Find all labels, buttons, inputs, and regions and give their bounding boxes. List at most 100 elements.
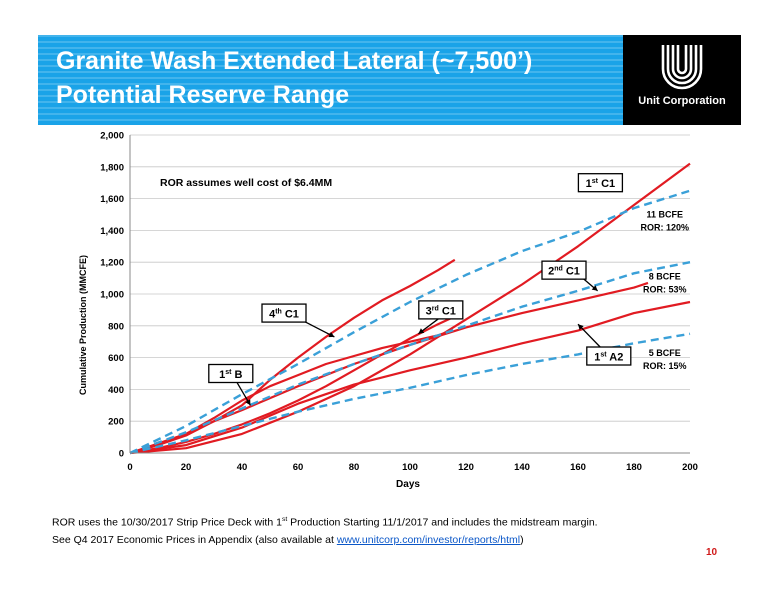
callout-label-sup: nd <box>554 266 563 273</box>
callout-label: 1st C1 <box>586 178 615 190</box>
callout-label: 3rd C1 <box>426 305 456 317</box>
logo-text: Unit Corporation <box>638 95 726 107</box>
footnote-line-1-prefix: ROR uses the 10/30/2017 Strip Price Deck… <box>52 516 282 529</box>
callout-label-rest: C1 <box>598 178 615 190</box>
annotation-bcfe: 11 BCFE <box>647 210 684 220</box>
callout-arrow <box>303 320 335 338</box>
callout-label-sup: rd <box>432 305 439 312</box>
annotation-ror: ROR: 120% <box>641 223 690 233</box>
y-tick-label: 1,400 <box>100 226 124 237</box>
callout-box <box>418 300 464 320</box>
callout-label: 4th C1 <box>269 309 299 321</box>
type-curve-line-8 <box>129 261 691 455</box>
x-tick-label: 0 <box>127 462 132 473</box>
well-production-line-4 <box>129 300 691 455</box>
footnote: ROR uses the 10/30/2017 Strip Price Deck… <box>52 511 742 549</box>
title-line-2: Potential Reserve Range <box>56 81 350 109</box>
x-tick-label: 180 <box>626 462 642 473</box>
callout-label-sup: st <box>225 369 232 376</box>
callout-label-rest: C1 <box>439 305 456 317</box>
callout-label-rest: A2 <box>607 352 624 364</box>
callout-box <box>208 363 254 384</box>
callout-label: 1st B <box>219 369 242 381</box>
callout-arrow <box>577 323 601 348</box>
callout-label: 2nd C1 <box>548 266 580 278</box>
footnote-line-2-suffix: ) <box>520 533 524 546</box>
x-tick-label: 140 <box>514 462 530 473</box>
investor-reports-link[interactable]: www.unitcorp.com/investor/reports/html <box>336 533 521 546</box>
callout-arrowhead <box>578 324 584 330</box>
annotation-bcfe: 5 BCFE <box>649 348 681 358</box>
footnote-line-1-sup: st <box>281 516 288 523</box>
callout-1st-c1: 1st C1 <box>577 173 624 193</box>
callout-box <box>541 260 587 280</box>
x-tick-label: 60 <box>293 462 304 473</box>
page-number: 10 <box>706 547 718 558</box>
annotation-ror: ROR: 15% <box>643 361 687 371</box>
well-production-line-5 <box>129 316 453 455</box>
callout-label-base: 1 <box>219 369 225 381</box>
callout-label-sup: st <box>600 352 607 359</box>
callout-1st-a2: 1st A2 <box>577 323 632 366</box>
y-tick-label: 1,200 <box>100 258 124 269</box>
type-curve-line-9 <box>129 332 691 455</box>
callout-arrowhead <box>245 399 251 406</box>
annotation-bcfe: 8 BCFE <box>649 272 681 282</box>
x-axis-label: Days <box>396 479 420 490</box>
well-production-line-2 <box>129 162 691 455</box>
x-tick-label: 200 <box>682 462 698 473</box>
callout-4th-c1: 4th C1 <box>261 303 335 338</box>
y-tick-label: 600 <box>108 353 124 364</box>
title-line-1: Granite Wash Extended Lateral (~7,500’) <box>56 47 533 75</box>
callout-label-base: 1 <box>586 178 592 190</box>
x-tick-label: 120 <box>458 462 474 473</box>
callout-3rd-c1: 3rd C1 <box>418 300 464 335</box>
y-tick-label: 1,800 <box>100 162 124 173</box>
y-tick-label: 1,600 <box>100 194 124 205</box>
well-production-line-3 <box>129 281 649 455</box>
callout-label-base: 2 <box>548 266 554 278</box>
y-tick-label: 200 <box>108 417 124 428</box>
callout-1st-b: 1st B <box>208 363 254 406</box>
callout-label-base: 1 <box>594 352 600 364</box>
callout-label-base: 4 <box>269 309 276 321</box>
callout-label-rest: B <box>231 369 242 381</box>
type-curve-annotations: 11 BCFE ROR: 120% 8 BCFE ROR: 53% 5 BCFE ROR:… <box>641 210 690 371</box>
x-tick-label: 20 <box>181 462 192 473</box>
callout-label: 1st A2 <box>594 352 623 364</box>
footnote-line-1: ROR uses the 10/30/2017 Strip Price Deck… <box>52 511 742 532</box>
y-tick-label: 0 <box>119 449 124 460</box>
cumulative-production-chart: 02004006008001,0001,2001,4001,6001,8002,… <box>78 131 698 491</box>
callout-box <box>577 173 624 193</box>
callout-arrowhead <box>418 328 425 334</box>
callout-2nd-c1: 2nd C1 <box>541 260 599 292</box>
well-production-line-1 <box>129 258 456 455</box>
callout-arrowhead <box>591 285 598 291</box>
company-logo: Unit Corporation <box>623 35 741 125</box>
callout-box <box>261 303 307 323</box>
x-tick-label: 40 <box>237 462 248 473</box>
callout-label-rest: C1 <box>563 266 580 278</box>
x-tick-label: 80 <box>349 462 360 473</box>
series-lines <box>129 162 691 455</box>
type-curve-line-7 <box>129 189 691 455</box>
annotation-ror: ROR: 53% <box>643 285 687 295</box>
callout-label-sup: th <box>275 309 282 316</box>
well-production-line-6 <box>129 329 453 455</box>
callout-box <box>586 346 632 366</box>
callout-arrowhead <box>328 332 335 338</box>
y-tick-label: 2,000 <box>100 131 124 142</box>
footnote-line-2: See Q4 2017 Economic Prices in Appendix … <box>52 532 742 549</box>
y-axis-label: Cumulative Production (MMCFE) <box>78 255 88 395</box>
unit-logo-icon <box>661 45 703 90</box>
x-tick-label: 100 <box>402 462 418 473</box>
callout-label-sup: st <box>592 178 599 185</box>
x-tick-label: 160 <box>570 462 586 473</box>
axes: 02004006008001,0001,2001,4001,6001,8002,… <box>100 131 698 474</box>
footnote-line-1-suffix: Production Starting 11/1/2017 and includ… <box>287 516 598 529</box>
y-tick-label: 400 <box>108 385 124 396</box>
page-title: Granite Wash Extended Lateral (~7,500’) … <box>56 44 596 112</box>
callout-label-base: 3 <box>426 305 432 317</box>
y-tick-label: 800 <box>108 321 124 332</box>
